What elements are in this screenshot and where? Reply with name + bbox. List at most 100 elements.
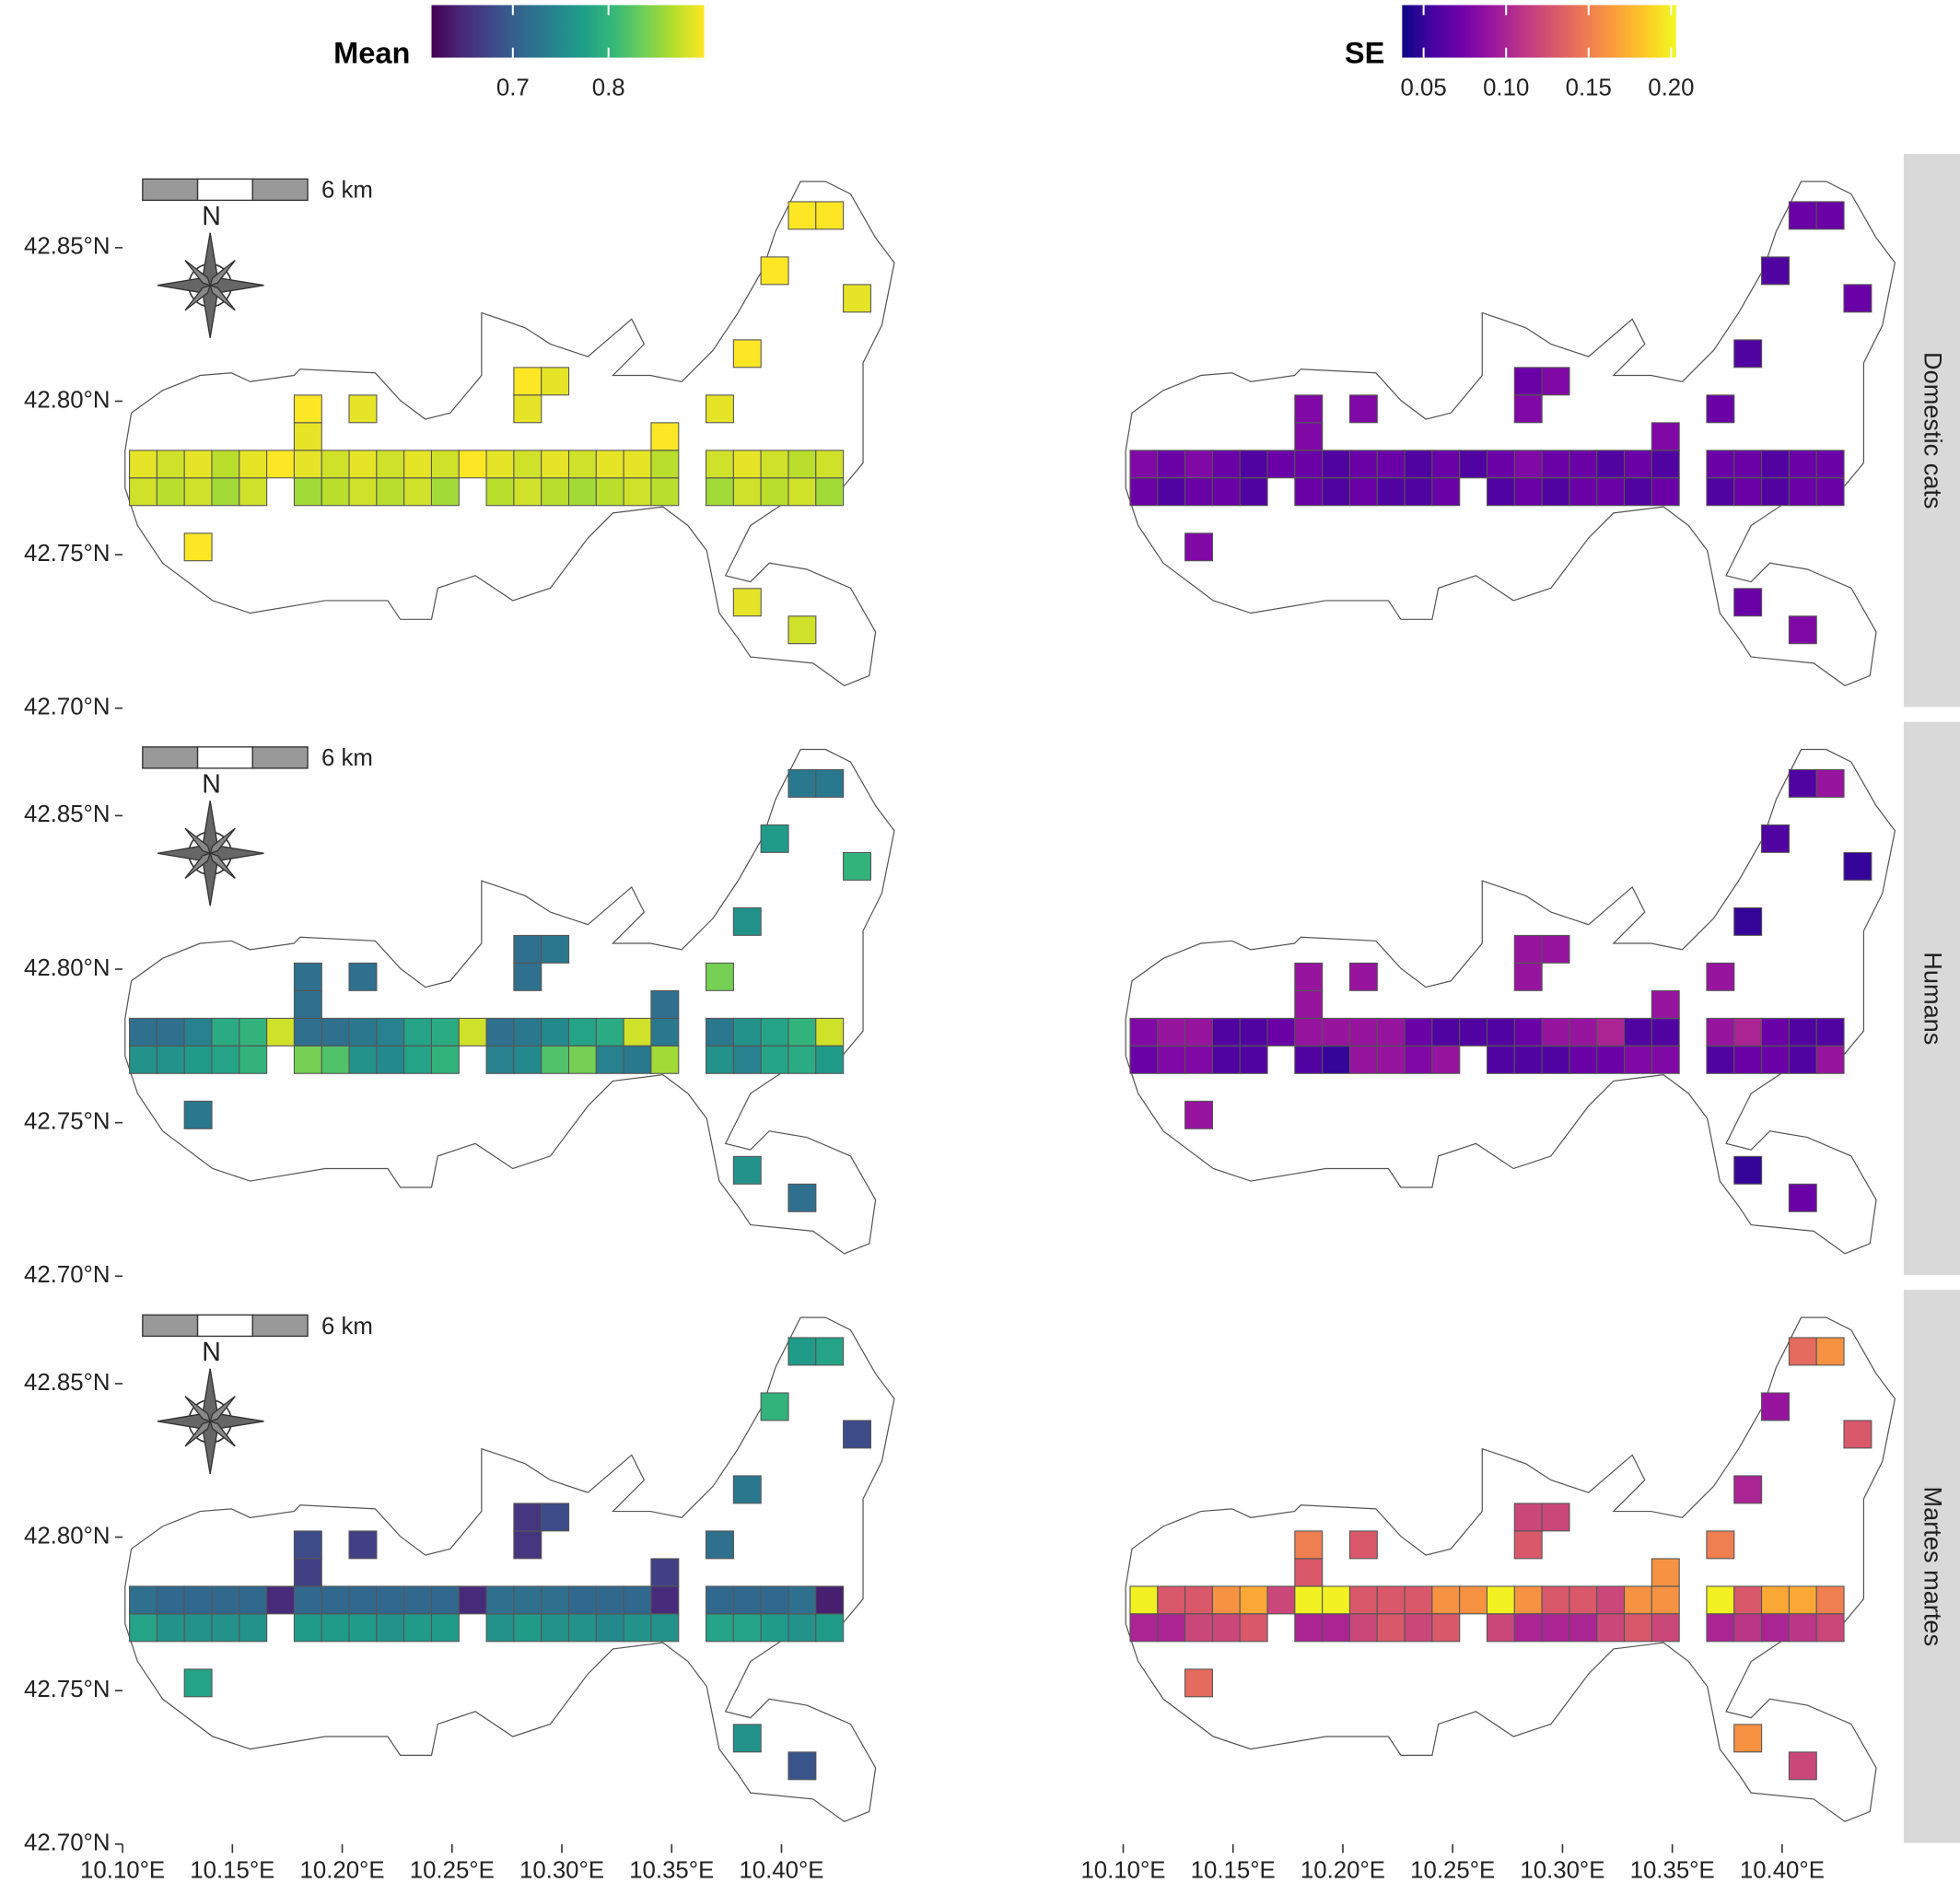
grid-cell <box>293 1045 322 1074</box>
grid-cell <box>1294 1558 1324 1587</box>
grid-cell <box>1322 1045 1351 1074</box>
grid-cell <box>1211 1017 1241 1047</box>
grid-cell <box>788 1337 817 1366</box>
grid-cell <box>1761 450 1790 479</box>
grid-cell <box>1541 367 1570 396</box>
grid-cell <box>321 477 350 507</box>
scale-bar-label: 6 km <box>321 178 373 204</box>
grid-cell <box>1211 1045 1241 1074</box>
grid-cell <box>458 1017 487 1047</box>
grid-cell <box>293 1613 322 1643</box>
grid-cell <box>1129 450 1159 479</box>
grid-cell <box>1733 1585 1763 1615</box>
grid-cell <box>1815 768 1845 798</box>
grid-cell <box>567 1613 597 1643</box>
grid-cell <box>705 1585 734 1615</box>
grid-cell <box>1431 1585 1461 1615</box>
grid-cell <box>376 450 405 479</box>
grid-cell <box>1376 450 1406 479</box>
grid-cell <box>1348 1530 1378 1560</box>
north-label: N <box>202 1338 221 1367</box>
y-tick-label: 42.75°N <box>24 1677 111 1702</box>
grid-cell <box>760 450 789 479</box>
grid-cell <box>1431 1613 1461 1643</box>
grid-cell <box>732 1045 762 1074</box>
grid-cell <box>293 477 322 507</box>
scale-bar-label: 6 km <box>321 745 373 771</box>
grid-cell <box>348 1585 378 1615</box>
grid-cell <box>732 1613 762 1643</box>
grid-cell <box>1651 1017 1680 1047</box>
grid-cell <box>1184 1100 1214 1129</box>
grid-cell <box>1706 1045 1735 1074</box>
grid-cell <box>1211 477 1241 507</box>
grid-cell <box>211 1585 240 1615</box>
colorbar-tick-label: 0.05 <box>1401 75 1447 100</box>
grid-cell <box>129 450 158 479</box>
legend-title: SE <box>1345 35 1384 69</box>
grid-cell <box>1294 989 1324 1019</box>
grid-cell <box>1706 1530 1735 1560</box>
grid-cell <box>732 477 762 507</box>
grid-cell <box>623 450 652 479</box>
grid-cell <box>567 477 597 507</box>
grid-cell <box>1623 1045 1652 1074</box>
grid-cell <box>1486 450 1515 479</box>
x-tick-label: 10.35°E <box>629 1857 714 1883</box>
legend-title: Mean <box>333 35 410 69</box>
grid-cell <box>1431 1045 1461 1074</box>
grid-cell <box>1541 1503 1570 1532</box>
grid-cell <box>513 1530 542 1560</box>
grid-cell <box>239 477 268 507</box>
grid-cell <box>348 450 378 479</box>
grid-cell <box>732 450 762 479</box>
grid-cell <box>650 477 680 507</box>
grid-cell <box>293 989 322 1019</box>
grid-cell <box>650 989 680 1019</box>
grid-cell <box>1733 1613 1763 1643</box>
facet-label: Martes martes <box>1919 1487 1948 1647</box>
grid-cell <box>183 1668 213 1698</box>
grid-cell <box>567 450 597 479</box>
grid-cell <box>623 1613 652 1643</box>
grid-cell <box>1651 477 1680 507</box>
grid-cell <box>1348 1017 1378 1047</box>
colorbar <box>431 5 705 58</box>
grid-cell <box>1569 1017 1598 1047</box>
grid-cell <box>788 201 817 230</box>
grid-cell <box>788 1045 817 1074</box>
grid-cell <box>1788 1613 1817 1643</box>
grid-cell <box>1513 1503 1543 1532</box>
grid-cell <box>1157 1045 1186 1074</box>
grid-cell <box>1294 1045 1324 1074</box>
grid-cell <box>815 1613 845 1643</box>
grid-cell <box>1129 1017 1159 1047</box>
grid-cell <box>129 1585 158 1615</box>
grid-cell <box>788 1017 817 1047</box>
grid-cell <box>1266 450 1296 479</box>
grid-cell <box>266 450 296 479</box>
grid-cell <box>1459 450 1488 479</box>
grid-cell <box>1541 1045 1570 1074</box>
grid-cell <box>1541 450 1570 479</box>
grid-cell <box>321 1017 350 1047</box>
grid-cell <box>705 1530 734 1560</box>
grid-cell <box>376 1585 405 1615</box>
grid-cell <box>1596 477 1626 507</box>
grid-cell <box>760 256 789 286</box>
grid-cell <box>156 1585 185 1615</box>
grid-cell <box>485 1585 515 1615</box>
grid-cell <box>1761 1392 1790 1421</box>
grid-cell <box>1815 201 1845 230</box>
facet-label: Humans <box>1919 952 1948 1045</box>
grid-cell <box>650 1558 680 1587</box>
x-tick-label: 10.25°E <box>410 1857 495 1883</box>
grid-cell <box>1348 1045 1378 1074</box>
grid-cell <box>1294 422 1324 451</box>
grid-cell <box>485 477 515 507</box>
facet-strip <box>1903 154 1960 708</box>
grid-cell <box>595 1017 624 1047</box>
grid-cell <box>567 1045 597 1074</box>
x-tick-label: 10.40°E <box>739 1857 823 1883</box>
